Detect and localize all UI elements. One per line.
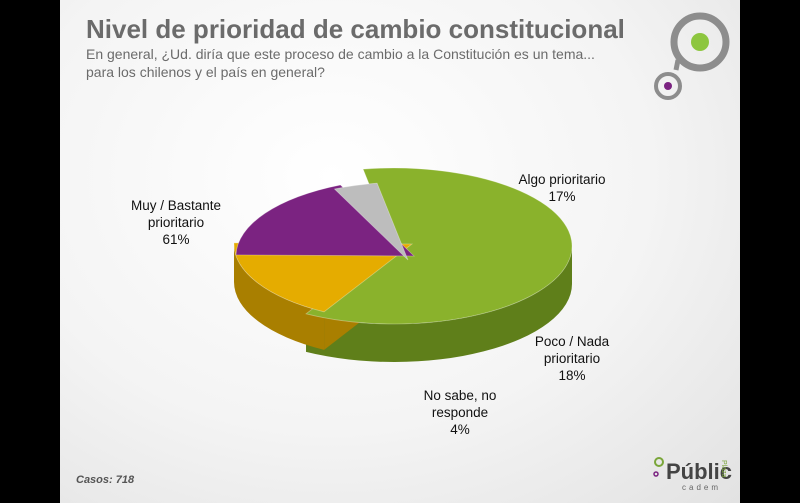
pie-slice-label: Muy / Bastante prioritario 61%	[131, 198, 221, 247]
pie-slice-label-line: Algo prioritario	[518, 172, 605, 187]
pie-slice-label-line: 18%	[558, 368, 585, 383]
pie-slice-label: No sabe, no responde 4%	[424, 388, 497, 437]
pie-slice-label-line: No sabe, no	[424, 388, 497, 403]
decorative-rings-logo	[654, 12, 730, 100]
pie-slice	[333, 182, 409, 261]
brand-name: Pública	[666, 459, 732, 484]
pie-slice-label: Algo prioritario 17%	[518, 172, 605, 204]
subtitle-line-2: para los chilenos y el país en general?	[86, 64, 325, 80]
pie-slice-label-line: prioritario	[544, 351, 600, 366]
pie-slice	[305, 167, 573, 325]
pie-slice-label: Poco / Nada prioritario 18%	[535, 334, 610, 383]
pie-slice-label-line: Poco / Nada	[535, 334, 610, 349]
pie-slice	[235, 184, 415, 257]
brand-sub: cadem	[682, 483, 721, 492]
cases-count: Casos: 718	[76, 474, 135, 486]
pie-labels: Muy / Bastante prioritario 61% Algo priorit…	[131, 172, 610, 437]
pie-slice-label-line: prioritario	[148, 215, 204, 230]
pie-slice-label-line: responde	[432, 405, 488, 420]
slide: Nivel de prioridad de cambio constitucio…	[60, 0, 740, 503]
pie-tops	[233, 167, 573, 325]
pie-slice-label-line: 17%	[548, 189, 575, 204]
plaza-publica-logo: Pública Plaza cadem	[653, 457, 732, 492]
pie-slice-label-line: Muy / Bastante	[131, 198, 221, 213]
subtitle-line-1: En general, ¿Ud. diría que este proceso …	[86, 46, 595, 62]
pie-slice-label-line: 4%	[450, 422, 470, 437]
pie-slice-side	[306, 246, 572, 363]
brand-tag: Plaza	[720, 460, 727, 478]
pie-slice	[233, 242, 414, 313]
pie-slice-side	[234, 244, 325, 350]
pie-chart: Muy / Bastante prioritario 61% Algo priorit…	[131, 12, 730, 437]
pie-slice-label-line: 61%	[162, 232, 189, 247]
page-title: Nivel de prioridad de cambio constitucio…	[86, 14, 625, 44]
